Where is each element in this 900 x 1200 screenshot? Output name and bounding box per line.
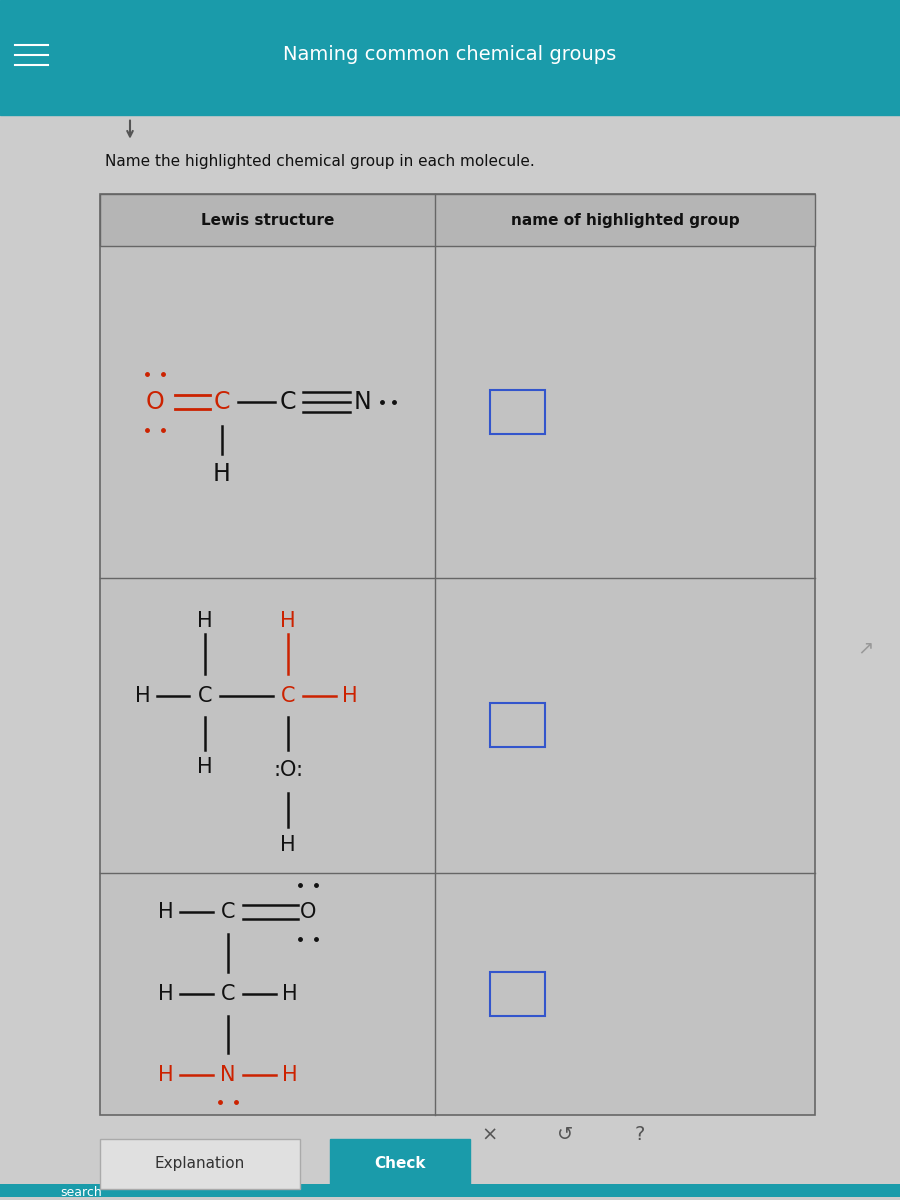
Text: H: H <box>213 462 231 486</box>
Text: C: C <box>220 984 235 1003</box>
Text: ↺: ↺ <box>557 1126 573 1145</box>
Bar <box>490 972 545 1015</box>
Bar <box>330 1139 470 1189</box>
Text: ×: × <box>482 1126 499 1145</box>
Text: Explanation: Explanation <box>155 1156 245 1171</box>
Text: C: C <box>220 902 235 922</box>
Text: Lewis structure: Lewis structure <box>201 212 334 228</box>
Text: H: H <box>158 902 174 922</box>
Text: Naming common chemical groups: Naming common chemical groups <box>284 46 616 65</box>
Text: H: H <box>280 835 296 856</box>
Text: Check: Check <box>374 1156 426 1171</box>
Text: H: H <box>197 757 212 778</box>
Bar <box>100 194 815 1115</box>
Text: H: H <box>283 1066 298 1086</box>
Text: N: N <box>353 390 371 414</box>
Text: N: N <box>220 1066 236 1086</box>
Text: H: H <box>342 685 358 706</box>
Text: H: H <box>197 611 212 631</box>
Text: ?: ? <box>634 1126 645 1145</box>
Text: O: O <box>300 902 316 922</box>
Text: H: H <box>283 984 298 1003</box>
Text: :O:: :O: <box>273 761 303 780</box>
Bar <box>490 390 545 434</box>
Bar <box>100 194 815 246</box>
Text: ↗: ↗ <box>857 638 873 658</box>
Text: O: O <box>146 390 165 414</box>
Text: H: H <box>280 611 296 631</box>
Text: Name the highlighted chemical group in each molecule.: Name the highlighted chemical group in e… <box>105 154 535 169</box>
Text: C: C <box>280 390 296 414</box>
Text: H: H <box>158 1066 174 1086</box>
Bar <box>100 1139 300 1189</box>
Text: C: C <box>214 390 230 414</box>
Bar <box>0 1183 900 1200</box>
Bar <box>0 0 900 115</box>
Bar <box>490 703 545 748</box>
Text: C: C <box>281 685 295 706</box>
Text: name of highlighted group: name of highlighted group <box>510 212 739 228</box>
Text: H: H <box>135 685 151 706</box>
Text: H: H <box>158 984 174 1003</box>
Text: C: C <box>198 685 212 706</box>
Text: search: search <box>60 1186 102 1199</box>
